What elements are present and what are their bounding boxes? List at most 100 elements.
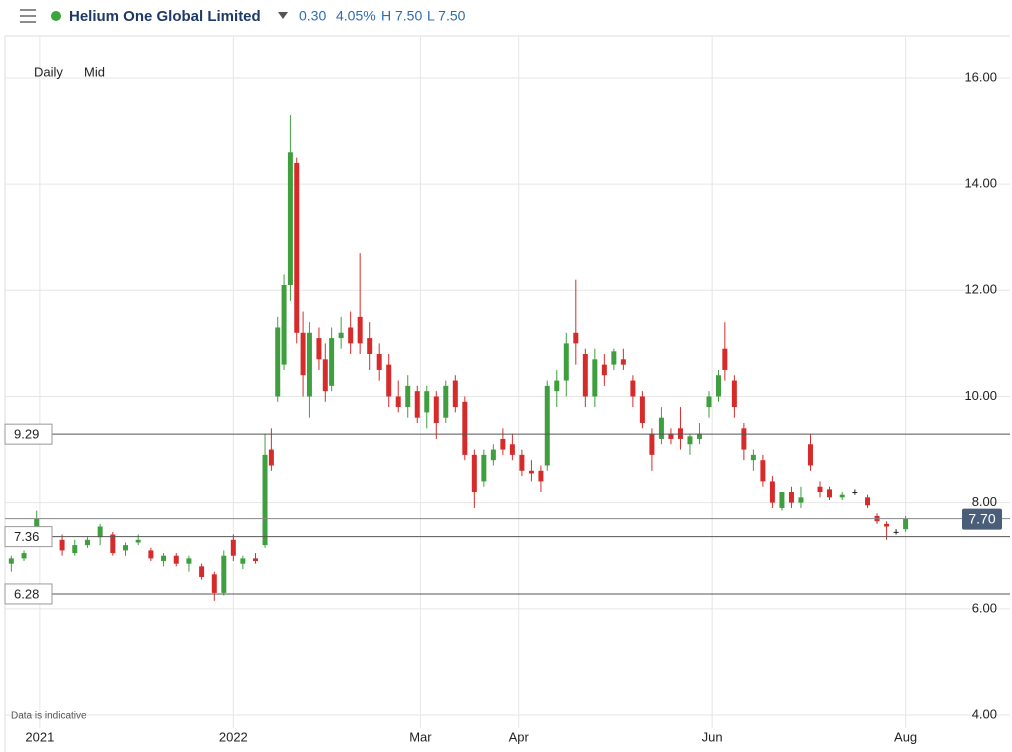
candle-body (173, 555, 179, 564)
candle-body (716, 375, 722, 397)
candle-body (424, 391, 430, 413)
candle-body (72, 545, 78, 554)
last-price-label: 7.70 (968, 510, 995, 526)
candle-body (240, 558, 246, 564)
candle-body (722, 348, 728, 370)
candle-body (630, 380, 636, 397)
candle-body (211, 574, 217, 593)
level-label: 6.28 (14, 586, 39, 601)
candle-body (706, 396, 712, 408)
candle-body (199, 566, 205, 577)
candle-body (839, 494, 845, 498)
status-dot (51, 11, 61, 21)
last-price-box (962, 508, 1002, 530)
candle-body (779, 492, 785, 508)
instrument-name[interactable]: Helium One Global Limited (69, 8, 261, 25)
candle-body (649, 433, 655, 455)
price-type-button[interactable]: Mid (84, 64, 105, 79)
candle-body (21, 553, 27, 559)
candle-body (490, 449, 496, 461)
candle-body (306, 332, 312, 397)
candle-body (582, 354, 588, 397)
candle-body (731, 380, 737, 408)
menu-icon[interactable] (20, 9, 36, 23)
candle-body (376, 354, 382, 370)
candle-body (395, 396, 401, 408)
candle-body (760, 460, 766, 482)
y-tick-label: 14.00 (964, 176, 997, 191)
candle-body (84, 539, 90, 546)
x-tick-label: Apr (509, 729, 530, 744)
candle-body (893, 531, 899, 533)
candle-body (471, 454, 477, 493)
candle-body (221, 555, 227, 593)
candle-body (769, 481, 775, 503)
candle-body (741, 428, 747, 450)
candle-body (788, 492, 794, 503)
candle-body (544, 385, 550, 466)
change: 0.30 (299, 8, 326, 24)
candle-body (500, 438, 506, 450)
candle-body (865, 497, 871, 506)
candle-body (287, 152, 293, 285)
candle-body (554, 380, 560, 392)
candle-body (414, 391, 420, 418)
candle-body (300, 332, 306, 376)
candle-body (8, 558, 14, 564)
candle-body (852, 492, 858, 494)
candle-body (348, 327, 354, 344)
candle-body (903, 518, 909, 530)
x-tick-label: Jun (702, 729, 723, 744)
candle-body (275, 327, 281, 397)
x-tick-label: 2022 (219, 729, 248, 744)
candle-body (357, 316, 363, 344)
candle-body (798, 497, 804, 503)
candle-body (433, 396, 439, 424)
candle-body (807, 444, 813, 466)
dropdown-caret[interactable] (278, 12, 288, 19)
candle-body (462, 401, 468, 455)
x-tick-label: 2021 (25, 729, 54, 744)
candle-body (573, 332, 579, 344)
candle-body (123, 545, 129, 551)
candle-body (268, 449, 274, 466)
candle-body (481, 454, 487, 482)
candle-body (135, 539, 141, 543)
y-tick-label: 16.00 (964, 69, 997, 84)
candle-body (528, 470, 534, 474)
x-tick-label: Aug (894, 729, 917, 744)
y-tick-label: 6.00 (972, 600, 997, 615)
candle-body (750, 454, 756, 461)
candle-body (620, 359, 626, 365)
candle-body (563, 343, 569, 381)
candle-body (230, 539, 236, 556)
y-tick-label: 12.00 (964, 282, 997, 297)
candle-body (110, 534, 116, 554)
candle-body (253, 558, 259, 562)
candle-body (367, 338, 373, 355)
candle-body (677, 428, 683, 439)
interval-button[interactable]: Daily (34, 64, 63, 79)
candle-body (519, 454, 525, 471)
candle-body (262, 454, 268, 546)
candle-body (538, 470, 544, 482)
candle-body (826, 489, 832, 498)
low: L 7.50 (427, 8, 466, 24)
candle-body (161, 555, 167, 562)
candle-body (601, 364, 607, 376)
high: H 7.50 (381, 8, 422, 24)
candle-body (592, 359, 598, 397)
candle-body (97, 526, 103, 538)
y-tick-label: 10.00 (964, 388, 997, 403)
candle-body (316, 338, 322, 360)
candle-body (294, 162, 300, 333)
candle-body (329, 338, 335, 386)
x-tick-label: Mar (409, 729, 432, 744)
y-tick-label: 4.00 (972, 706, 997, 721)
candle-body (386, 364, 392, 397)
candle-body (405, 385, 411, 408)
candle-body (148, 550, 154, 559)
